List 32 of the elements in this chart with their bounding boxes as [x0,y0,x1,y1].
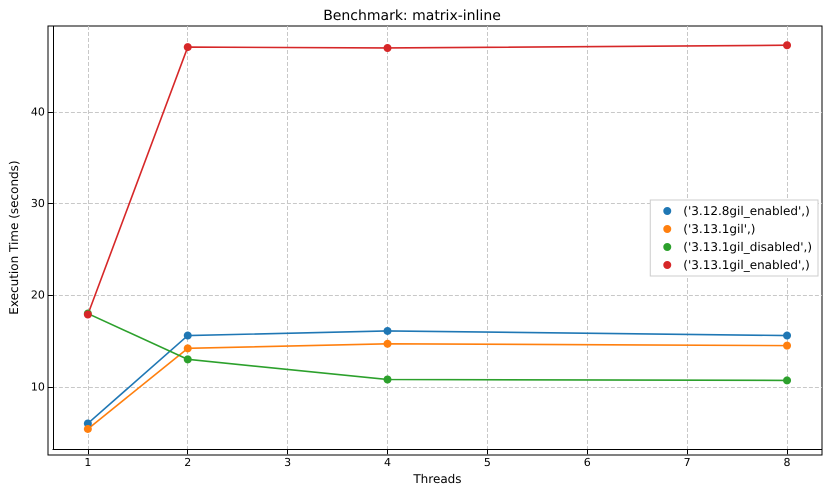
x-axis-title: Threads [412,472,462,486]
x-tick-label: 3 [284,456,292,470]
point [84,424,92,433]
point [783,41,792,50]
legend-label: ('3.13.1gil_enabled',) [683,258,810,272]
x-tick-label: 1 [84,456,92,470]
point [783,342,792,350]
point [184,43,192,52]
point [184,355,192,364]
x-tick-label: 6 [584,456,591,470]
x-tick-label: 7 [684,456,691,470]
point [384,376,392,384]
point [384,44,392,52]
x-tick-label: 2 [184,456,192,470]
y-tick-label: 10 [30,380,45,394]
point [384,340,392,348]
y-tick-label: 40 [30,106,45,119]
legend-label: ('3.13.1gil',) [683,222,756,236]
x-tick-label: 5 [484,456,491,470]
y-tick-label: 30 [30,197,45,210]
point [384,326,392,335]
point [184,344,192,352]
legend-label: ('3.13.1gil_disabled',) [683,240,812,254]
x-tick-label: 8 [784,456,791,470]
point [783,376,792,384]
point [184,332,192,340]
x-tick-label: 4 [384,456,392,470]
chart-title: Benchmark: matrix-inline [323,8,501,24]
point [783,332,792,340]
y-axis-title: Execution Time (seconds) [7,160,21,315]
y-tick-label: 20 [30,288,45,302]
legend-label: ('3.12.8gil_enabled',) [683,204,810,218]
